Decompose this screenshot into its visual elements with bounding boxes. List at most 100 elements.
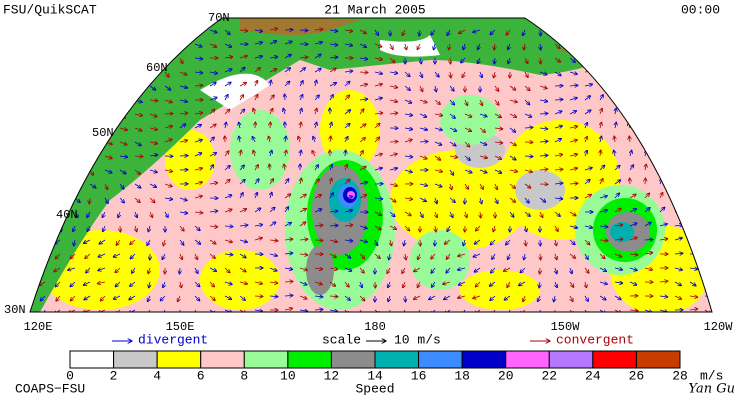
wind-arrow — [539, 100, 548, 102]
wind-arrow — [89, 156, 97, 158]
wind-arrow — [539, 141, 548, 142]
wind-arrow — [584, 194, 591, 199]
wind-arrow — [30, 169, 37, 173]
wind-arrow — [72, 29, 76, 35]
wind-arrow — [85, 253, 91, 259]
color-swatch — [69, 350, 115, 369]
wind-arrow — [164, 29, 165, 36]
wind-arrow — [344, 81, 350, 87]
wind-arrow — [314, 42, 323, 44]
wind-arrow — [419, 128, 428, 130]
wind-arrow — [149, 128, 158, 130]
wind-arrow — [209, 165, 214, 171]
map-area — [30, 18, 712, 312]
wind-arrow — [476, 225, 481, 231]
wind-arrow — [525, 57, 528, 64]
wind-arrow — [630, 108, 632, 115]
lat-label: 30N — [4, 303, 26, 317]
wind-arrow — [329, 225, 338, 226]
wind-arrow — [30, 211, 37, 215]
wind-arrow — [525, 71, 528, 78]
wind-arrow — [314, 225, 323, 226]
wind-arrow — [584, 295, 588, 301]
wind-arrow — [615, 122, 616, 129]
wind-arrow — [75, 211, 78, 218]
wind-arrow — [569, 168, 578, 170]
wind-arrow — [359, 226, 367, 229]
wind-arrow — [179, 267, 180, 274]
wind-arrow — [119, 197, 124, 203]
wind-arrow — [431, 29, 436, 35]
wind-arrow — [450, 211, 453, 218]
wind-arrow — [520, 267, 526, 273]
map-border — [29, 17, 713, 313]
wind-arrow — [614, 268, 623, 270]
wind-arrow — [375, 239, 378, 246]
wind-arrow — [42, 253, 45, 260]
wind-arrow — [600, 136, 602, 143]
wind-arrow — [704, 83, 712, 87]
wind-arrow — [330, 136, 331, 143]
wind-arrow — [60, 71, 61, 78]
wind-arrow — [584, 309, 589, 312]
wind-arrow — [449, 156, 458, 157]
wind-arrow — [599, 295, 606, 300]
wind-arrow — [474, 309, 481, 312]
color-swatch — [156, 350, 202, 369]
wind-arrow — [614, 253, 622, 257]
wind-arrow — [508, 57, 510, 64]
wind-arrow — [255, 80, 258, 87]
wind-arrow — [148, 295, 150, 302]
wind-arrow — [359, 43, 367, 47]
wind-arrow — [359, 84, 368, 86]
wind-arrow — [554, 111, 562, 115]
wind-arrow — [674, 82, 680, 87]
wind-arrow — [555, 281, 557, 288]
wind-arrow — [555, 225, 558, 232]
wind-arrow — [164, 100, 172, 102]
wind-arrow — [705, 94, 706, 101]
wind-arrow — [239, 122, 240, 129]
wind-arrow — [344, 71, 353, 72]
wind-arrow — [239, 282, 248, 284]
wind-arrow — [98, 268, 106, 271]
colorbar-tick-label: 2 — [110, 368, 118, 383]
wind-arrow — [554, 71, 561, 76]
wind-arrow — [450, 57, 451, 64]
wind-arrow — [539, 72, 547, 75]
wind-arrow — [130, 239, 136, 245]
wind-arrow — [209, 239, 216, 244]
wind-arrow — [644, 239, 653, 240]
wind-arrow — [134, 183, 141, 188]
wind-arrow — [614, 150, 615, 157]
wind-arrow — [209, 211, 218, 212]
wind-arrow — [449, 85, 454, 91]
wind-arrow — [179, 100, 188, 102]
wind-arrow — [599, 71, 608, 72]
wind-arrow — [569, 43, 574, 49]
wind-arrow — [149, 170, 157, 172]
wind-arrow — [89, 197, 90, 204]
colorbar-tick-label: 14 — [367, 368, 383, 383]
wind-arrow — [300, 122, 301, 129]
wind-arrow — [89, 183, 96, 188]
wind-arrow — [74, 155, 81, 160]
wind-arrow — [70, 295, 76, 301]
footer-left: COAPS−FSU — [15, 381, 85, 396]
wind-arrow — [224, 43, 232, 47]
lat-label: 50N — [92, 126, 114, 140]
wind-arrow — [270, 150, 272, 157]
wind-arrow — [314, 309, 323, 310]
wind-arrow — [644, 222, 651, 227]
wind-arrow — [404, 225, 410, 231]
wind-arrow — [688, 164, 690, 171]
wind-arrow — [344, 196, 353, 198]
wind-arrow — [689, 268, 698, 269]
wind-arrow — [209, 267, 217, 271]
wind-arrow — [540, 29, 541, 36]
lat-label: 40N — [56, 208, 78, 222]
wind-arrow — [89, 141, 97, 145]
wind-arrow — [59, 85, 66, 90]
wind-arrow — [284, 281, 293, 282]
